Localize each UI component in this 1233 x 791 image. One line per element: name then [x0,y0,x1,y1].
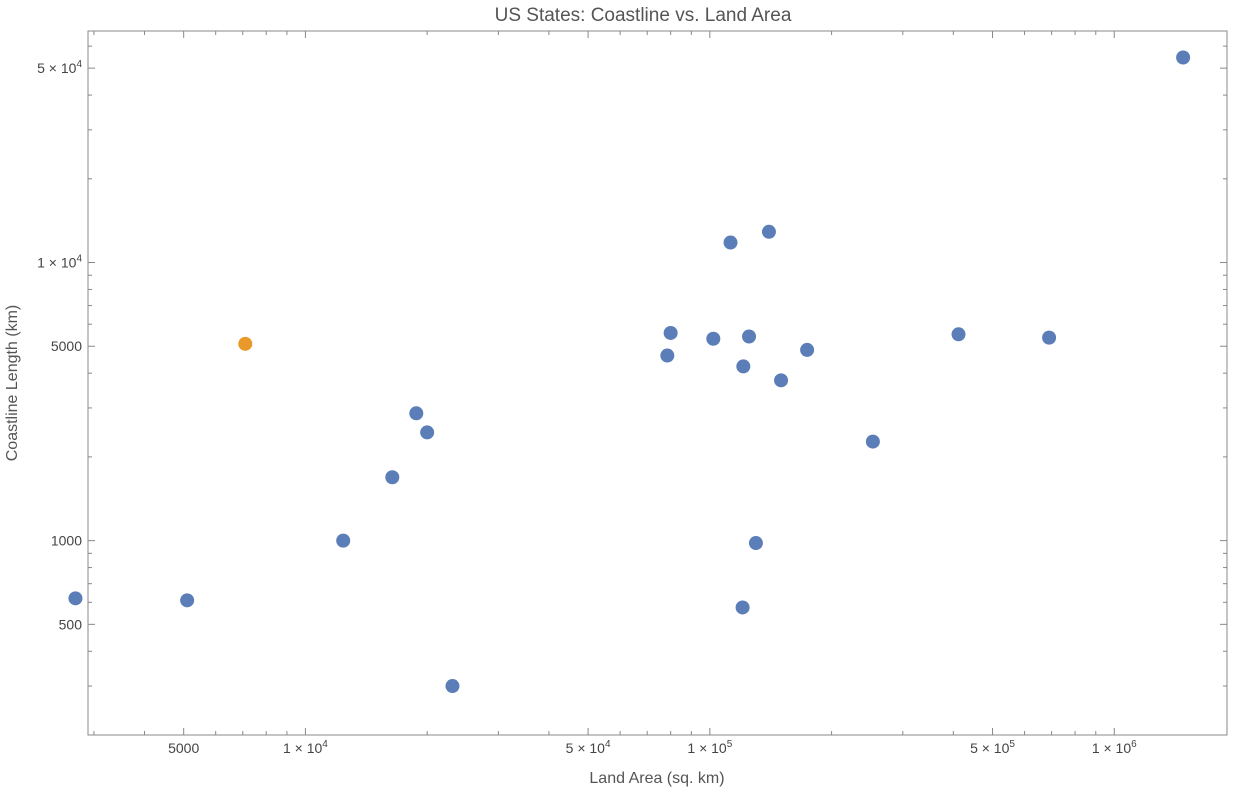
data-point [1042,330,1057,345]
y-tick-label: 500 [59,616,83,632]
data-points [68,50,1191,694]
data-point [1176,50,1191,65]
data-point [735,600,750,615]
data-point [774,373,789,388]
x-tick-label: 1 × 106 [1092,739,1137,756]
plot-frame [87,30,1228,736]
x-axis-label: Land Area (sq. km) [589,770,724,787]
data-point [385,470,400,485]
data-point [723,235,738,250]
x-tick-label: 1 × 105 [687,739,732,756]
x-tick-labels: 5000 1 × 104 5 × 104 1 × 105 5 × 105 1 × 106 [168,739,1137,756]
data-point [336,533,351,548]
x-tick-label: 5 × 104 [566,739,611,756]
data-point [445,679,460,694]
y-tick-labels: 500 1000 5000 1 × 104 5 × 104 [37,59,82,632]
data-point [951,327,966,342]
chart-title: US States: Coastline vs. Land Area [495,5,792,26]
data-point [736,359,751,374]
data-point [865,434,880,449]
y-axis-label: Coastline Length (km) [4,305,21,462]
highlighted-data-point [238,336,253,351]
x-tick-label: 1 × 104 [283,739,328,756]
y-tick-label: 1 × 104 [37,254,82,271]
data-point [663,325,678,340]
y-tick-label: 5 × 104 [37,59,82,76]
data-point [800,342,815,357]
data-point [706,331,721,346]
data-point [761,224,776,239]
axis-ticks [88,31,1227,736]
data-point [409,406,424,421]
data-point [420,425,435,440]
data-point [748,536,763,551]
x-tick-label: 5000 [168,740,199,756]
data-point [660,348,675,363]
x-tick-label: 5 × 105 [970,739,1015,756]
data-point [742,329,757,344]
data-point [180,593,195,608]
y-tick-label: 5000 [51,338,82,354]
y-tick-label: 1000 [51,533,82,549]
data-point [68,591,83,606]
